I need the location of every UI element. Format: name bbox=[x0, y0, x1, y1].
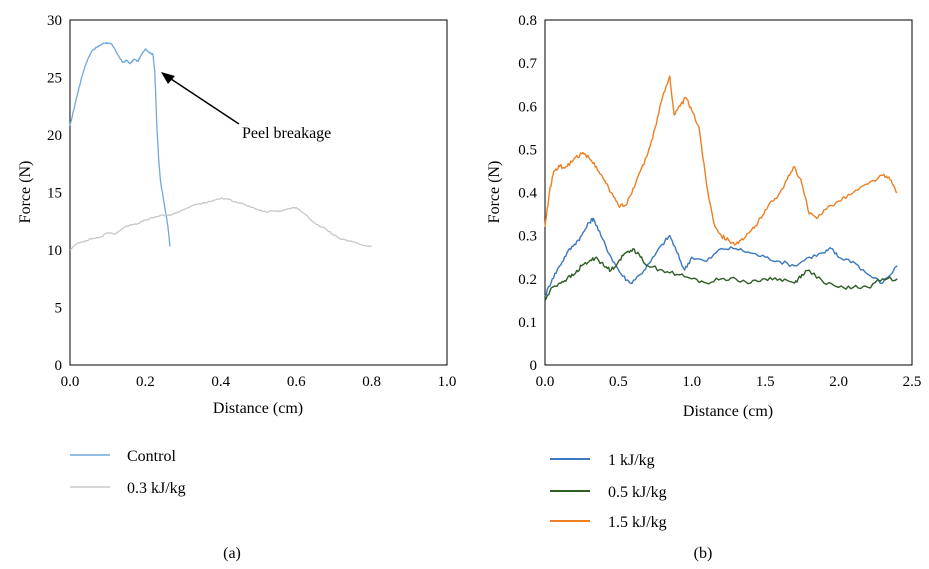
x-tick-label-a-3: 0.6 bbox=[287, 374, 306, 390]
legend-b: 1 kJ/kg 0.5 kJ/kg 1.5 kJ/kg bbox=[550, 452, 667, 531]
legend-label-1-kj: 1 kJ/kg bbox=[608, 452, 655, 469]
series-line-b-0 bbox=[544, 217, 898, 297]
y-tick-label-a-1: 5 bbox=[55, 301, 63, 317]
y-tick-label-b-1: 0.1 bbox=[518, 315, 537, 331]
series-group-b bbox=[544, 75, 898, 301]
series-line-b-1 bbox=[544, 247, 898, 301]
series-line-a-0 bbox=[69, 42, 171, 247]
y-tick-label-b-5: 0.5 bbox=[518, 142, 537, 158]
plot-area-b bbox=[544, 19, 913, 366]
legend-label-0-5-kj: 0.5 kJ/kg bbox=[608, 484, 667, 501]
x-tick-label-b-5: 2.5 bbox=[903, 374, 922, 390]
y-tick-label-a-3: 15 bbox=[47, 186, 62, 202]
y-tick-label-b-4: 0.4 bbox=[518, 186, 537, 202]
chart-panel-a: 0.0 0.2 0.4 0.6 0.8 1.0 0 5 10 15 20 25 30 Distance … bbox=[17, 13, 456, 562]
panel-label-b: (b) bbox=[694, 545, 713, 562]
x-tick-label-a-4: 0.8 bbox=[362, 374, 381, 390]
x-tick-label-a-2: 0.4 bbox=[211, 374, 230, 390]
series-line-a-1 bbox=[69, 197, 372, 251]
x-tick-label-b-2: 1.0 bbox=[682, 374, 701, 390]
y-tick-label-b-7: 0.7 bbox=[518, 56, 537, 72]
x-tick-label-a-0: 0.0 bbox=[61, 374, 80, 390]
x-tick-label-a-1: 0.2 bbox=[136, 374, 155, 390]
x-tick-label-b-3: 1.5 bbox=[756, 374, 775, 390]
annotation-arrow-line bbox=[167, 76, 240, 125]
plot-area-a bbox=[69, 19, 448, 366]
x-axis-label-a: Distance (cm) bbox=[213, 400, 303, 417]
y-tick-label-a-5: 25 bbox=[47, 71, 62, 87]
legend-label-control: Control bbox=[127, 448, 176, 465]
chart-panel-b: 0.0 0.5 1.0 1.5 2.0 2.5 0 0.1 0.2 0.3 0.4 0.5 0.6 0.7… bbox=[486, 13, 921, 562]
y-tick-label-a-4: 20 bbox=[47, 128, 62, 144]
y-axis-label-b: Force (N) bbox=[486, 161, 503, 224]
annotation-peel-breakage: Peel breakage bbox=[242, 125, 331, 142]
y-tick-label-a-0: 0 bbox=[55, 358, 63, 374]
y-tick-label-b-0: 0 bbox=[530, 358, 538, 374]
series-group-a bbox=[69, 42, 372, 251]
panel-label-a: (a) bbox=[223, 545, 241, 562]
x-tick-label-b-4: 2.0 bbox=[829, 374, 848, 390]
legend-label-1-5-kj: 1.5 kJ/kg bbox=[608, 514, 667, 531]
annotation-arrowhead bbox=[161, 72, 175, 84]
y-tick-label-b-2: 0.2 bbox=[518, 272, 537, 288]
x-tick-label-b-0: 0.0 bbox=[536, 374, 555, 390]
series-line-b-2 bbox=[544, 75, 898, 246]
legend-label-0-3-kj: 0.3 kJ/kg bbox=[127, 480, 186, 497]
x-axis-label-b: Distance (cm) bbox=[683, 403, 773, 420]
y-tick-label-a-6: 30 bbox=[47, 13, 62, 29]
legend-a: Control 0.3 kJ/kg bbox=[70, 448, 186, 497]
y-axis-label-a: Force (N) bbox=[17, 161, 34, 224]
x-tick-label-a-5: 1.0 bbox=[438, 374, 457, 390]
x-tick-label-b-1: 0.5 bbox=[609, 374, 628, 390]
y-tick-label-b-8: 0.8 bbox=[518, 13, 537, 29]
tick-labels-b: 0.0 0.5 1.0 1.5 2.0 2.5 0 0.1 0.2 0.3 0.4 0.5 0.6 0.7… bbox=[518, 13, 921, 390]
y-tick-label-b-3: 0.3 bbox=[518, 229, 537, 245]
tick-labels-a: 0.0 0.2 0.4 0.6 0.8 1.0 0 5 10 15 20 25 30 bbox=[47, 13, 456, 390]
y-tick-label-a-2: 10 bbox=[47, 243, 62, 259]
y-tick-label-b-6: 0.6 bbox=[518, 99, 537, 115]
